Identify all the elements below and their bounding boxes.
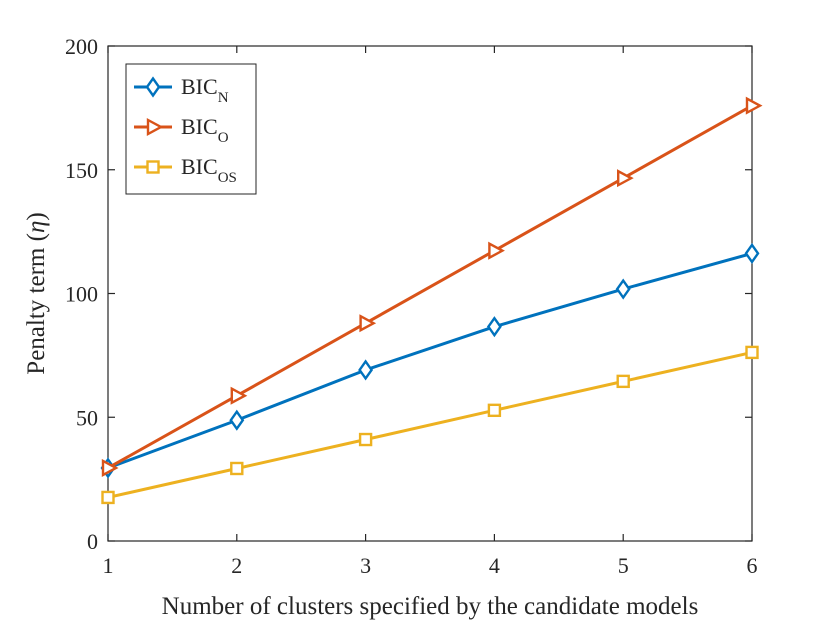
legend-label-sub: N [218,90,229,106]
data-point-bic-o [617,169,634,188]
legend-label-main: BIC [181,74,218,99]
series-layer [100,96,763,505]
y-tick-label: 50 [76,405,98,430]
x-axis-title: Number of clusters specified by the cand… [162,593,699,620]
series-line-bic-n [107,251,753,470]
data-point-bic-os [745,345,759,360]
data-point-bic-os [358,432,373,447]
legend-label-bic-o: BICO [181,114,229,146]
x-axis-ticks: 1 2 3 4 5 6 [103,46,758,578]
data-point-bic-os [616,374,630,389]
legend-label-sub: OS [218,170,237,186]
x-tick-label: 2 [231,553,242,578]
y-tick-label: 100 [65,282,98,307]
legend-marker-bic-o [146,117,164,137]
legend-marker-bic-n [145,76,161,98]
x-tick-label: 1 [103,553,114,578]
legend-label-main: BIC [181,114,218,139]
data-point-bic-o [359,314,377,333]
data-point-bic-os [230,461,244,476]
y-axis-title-prefix: Penalty term ( [23,233,50,375]
y-axis-title: Penalty term (η) [23,212,50,374]
legend-marker-bic-os [146,160,160,174]
legend-item-bic-os: BICOS [134,154,237,186]
series-bic-os [101,345,759,505]
data-point-bic-n [358,359,374,381]
y-tick-label: 0 [87,529,98,554]
data-point-bic-os [487,403,502,418]
legend-item-bic-n: BICN [134,74,229,106]
series-line-bic-o [107,104,753,470]
data-point-bic-n [229,409,245,431]
data-point-bic-os [101,490,115,505]
legend-label-bic-os: BICOS [181,154,237,186]
series-bic-n [100,242,760,479]
series-bic-o [101,96,763,477]
x-tick-label: 6 [747,553,758,578]
legend-label-main: BIC [181,154,218,179]
y-axis-title-suffix: ) [23,212,50,220]
data-point-bic-o [745,96,763,115]
y-tick-label: 150 [65,158,98,183]
data-point-bic-n [615,278,631,300]
data-point-bic-n [486,316,502,338]
y-tick-label: 200 [65,34,98,59]
legend-label-bic-n: BICN [181,74,229,106]
y-axis-ticks: 0 50 100 150 200 [65,34,752,554]
x-tick-label: 5 [618,553,629,578]
data-point-bic-o [101,458,119,477]
data-point-bic-o [488,241,505,260]
data-point-bic-o [230,386,248,405]
x-tick-label: 3 [360,553,371,578]
series-line-bic-os [107,350,753,499]
legend-item-bic-o: BICO [134,114,229,146]
legend-label-sub: O [218,130,229,146]
data-point-bic-n [744,242,760,264]
y-axis-title-symbol: η [23,221,50,233]
x-tick-label: 4 [489,553,500,578]
